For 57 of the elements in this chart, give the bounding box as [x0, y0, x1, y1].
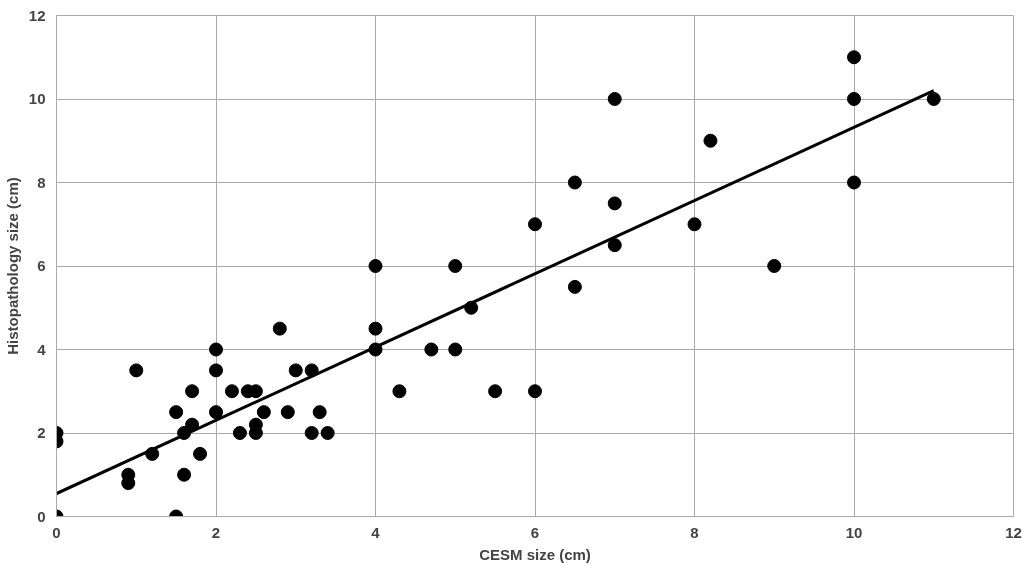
point	[248, 426, 263, 440]
point	[607, 92, 622, 106]
y-tick-label: 6	[37, 257, 46, 274]
point	[129, 363, 144, 378]
point	[424, 342, 439, 357]
point	[280, 405, 295, 420]
y-tick-label: 10	[28, 90, 46, 107]
point	[567, 279, 582, 294]
point	[847, 50, 861, 65]
point	[320, 426, 335, 440]
point	[847, 175, 861, 190]
point	[926, 92, 941, 106]
y-tick-label: 0	[37, 507, 46, 525]
x-tick-label: 8	[690, 523, 699, 541]
point	[392, 384, 407, 399]
point	[528, 217, 542, 232]
point	[448, 259, 463, 273]
x-tick-label: 12	[1005, 523, 1022, 541]
point	[232, 426, 247, 440]
x-tick-label: 4	[371, 523, 381, 541]
point	[312, 405, 327, 420]
point	[687, 217, 702, 232]
point	[607, 238, 622, 253]
point	[193, 446, 208, 461]
y-tick-label: 12	[28, 6, 46, 24]
point	[368, 259, 383, 273]
x-axis-title: CESM size (cm)	[479, 545, 591, 563]
point	[209, 405, 223, 420]
point	[224, 384, 239, 399]
point	[368, 321, 383, 336]
point	[528, 384, 542, 399]
point	[847, 92, 861, 106]
point	[448, 342, 463, 357]
point	[488, 384, 503, 399]
point	[703, 133, 718, 148]
x-tick-label: 6	[530, 523, 540, 541]
x-tick-label: 0	[52, 523, 61, 541]
point	[607, 196, 622, 211]
point	[567, 175, 582, 190]
point	[288, 363, 303, 378]
point	[169, 405, 184, 420]
point	[185, 417, 200, 432]
point	[304, 426, 319, 440]
point	[767, 259, 782, 273]
point	[209, 363, 223, 378]
y-tick-label: 8	[37, 173, 46, 191]
point	[272, 321, 287, 336]
y-tick-label: 2	[37, 424, 46, 441]
point	[185, 384, 200, 399]
point	[256, 405, 271, 420]
y-tick-label: 4	[37, 340, 47, 358]
point	[121, 476, 136, 491]
point	[209, 342, 223, 357]
point	[177, 467, 192, 482]
x-tick-label: 10	[845, 523, 863, 541]
x-tick-label: 2	[211, 523, 221, 541]
y-axis-title: Histopathology size (cm)	[3, 177, 21, 355]
